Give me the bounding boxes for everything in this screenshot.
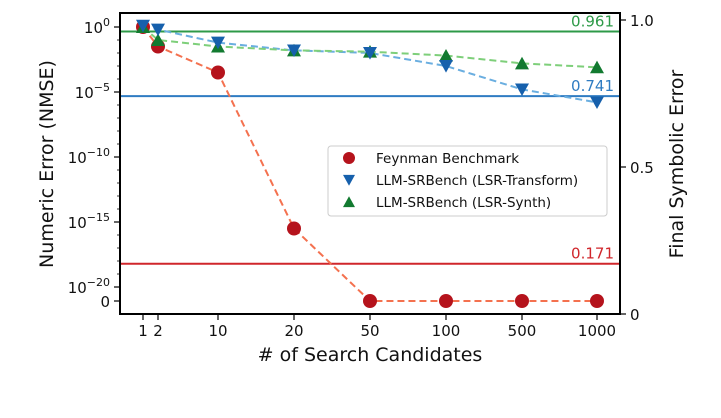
legend-label: LLM-SRBench (LSR-Synth) — [376, 195, 551, 211]
x-axis-title: # of Search Candidates — [258, 344, 483, 366]
series-line — [142, 26, 597, 302]
legend-box — [327, 145, 608, 217]
legend-entry: LLM-SRBench (LSR-Transform) — [343, 173, 578, 189]
triangle-down-marker — [515, 83, 529, 97]
circle-marker — [211, 65, 225, 80]
legend-entry: LLM-SRBench (LSR-Synth) — [343, 195, 551, 211]
reference-line-label: 0.961 — [571, 12, 614, 30]
x-tick-label: 2 — [153, 322, 163, 340]
triangle-down-marker — [211, 36, 225, 50]
legend-entry: Feynman Benchmark — [343, 151, 519, 167]
circle-marker — [343, 152, 355, 164]
circle-marker — [363, 294, 377, 308]
triangle-down-marker — [136, 19, 150, 33]
left-tick-label: 10−5 — [75, 81, 110, 102]
circle-marker — [515, 294, 529, 308]
right-tick-label: 0.5 — [630, 159, 654, 177]
x-tick-label: 500 — [508, 322, 537, 340]
y-axis-title-right: Final Symbolic Error — [666, 69, 688, 258]
left-tick-label: 100 — [84, 16, 110, 37]
y-axis-title-left: Numeric Error (NMSE) — [36, 60, 58, 268]
triangle-down-marker — [343, 174, 355, 186]
reference-line-label: 0.171 — [571, 245, 614, 263]
left-tick-label: 10−20 — [68, 276, 110, 297]
triangle-up-marker — [590, 60, 604, 74]
triangle-down-marker — [151, 23, 165, 37]
triangle-down-marker — [590, 96, 604, 110]
x-axis: 1 2 10 20 50 100 500 1000 — [138, 314, 616, 340]
triangle-down-marker — [363, 47, 377, 60]
legend-label: Feynman Benchmark — [376, 151, 519, 167]
x-tick-label: 10 — [208, 322, 227, 340]
reference-lines: 0.961 0.741 0.171 — [120, 12, 620, 265]
triangle-up-marker — [343, 196, 355, 208]
reference-line-label: 0.741 — [571, 77, 614, 95]
series-markers — [136, 20, 604, 74]
triangle-down-marker — [439, 60, 453, 73]
legend-label: LLM-SRBench (LSR-Transform) — [376, 173, 578, 189]
right-tick-label: 0 — [630, 306, 640, 324]
series — [142, 24, 598, 104]
x-tick-label: 1000 — [578, 322, 616, 340]
right-y-axis: 1.0 0.5 0 — [620, 12, 654, 324]
right-tick-label: 1.0 — [630, 12, 654, 30]
x-tick-label: 20 — [284, 322, 303, 340]
series-layer — [136, 19, 604, 308]
x-tick-label: 1 — [138, 322, 148, 340]
triangle-up-marker — [151, 33, 165, 46]
circle-marker — [287, 221, 301, 236]
left-tick-label: 10−10 — [68, 146, 110, 167]
series-line — [142, 24, 598, 104]
x-tick-label: 50 — [360, 322, 379, 340]
triangle-down-marker — [287, 44, 301, 58]
circle-marker — [590, 294, 604, 308]
x-tick-label: 100 — [432, 322, 461, 340]
triangle-up-marker — [439, 48, 453, 62]
series — [142, 26, 597, 302]
left-y-axis: 100 10−5 10−10 10−15 10−200 — [68, 16, 120, 311]
left-tick-label: 0 — [100, 293, 110, 311]
left-tick-label: 10−15 — [68, 211, 110, 232]
legend: Feynman Benchmark LLM-SRBench (LSR-Transf… — [327, 145, 608, 217]
triangle-up-marker — [515, 56, 529, 70]
circle-marker — [439, 294, 453, 308]
series-markers — [136, 19, 604, 110]
